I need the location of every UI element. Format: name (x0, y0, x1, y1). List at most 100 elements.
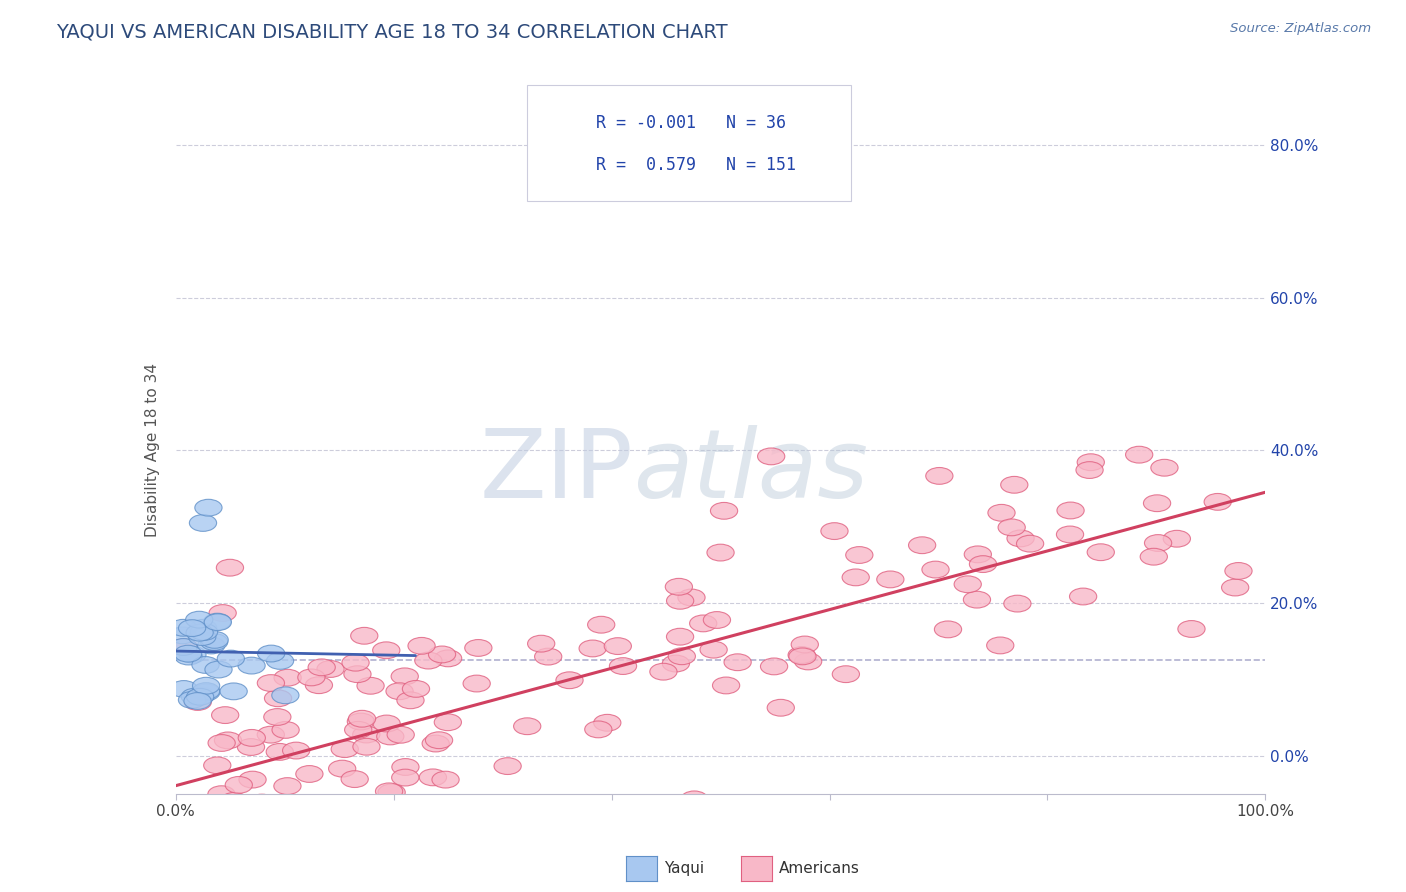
Ellipse shape (332, 740, 359, 757)
Ellipse shape (1222, 579, 1249, 596)
Ellipse shape (188, 629, 217, 646)
Ellipse shape (238, 657, 266, 674)
Ellipse shape (170, 681, 197, 698)
Ellipse shape (287, 821, 314, 838)
Ellipse shape (305, 677, 333, 694)
Text: Americans: Americans (779, 862, 860, 876)
Ellipse shape (434, 714, 461, 731)
Ellipse shape (271, 687, 299, 704)
Ellipse shape (1152, 459, 1178, 476)
Ellipse shape (432, 772, 460, 788)
Ellipse shape (169, 627, 197, 644)
Ellipse shape (668, 648, 696, 665)
Ellipse shape (283, 742, 309, 759)
Ellipse shape (239, 772, 266, 788)
Ellipse shape (789, 648, 815, 665)
Ellipse shape (555, 672, 583, 689)
Ellipse shape (285, 806, 312, 823)
Ellipse shape (925, 467, 953, 484)
Ellipse shape (170, 639, 197, 656)
Ellipse shape (761, 658, 787, 674)
Ellipse shape (998, 519, 1025, 536)
Ellipse shape (402, 681, 430, 698)
Ellipse shape (408, 638, 436, 654)
Ellipse shape (195, 500, 222, 516)
Ellipse shape (665, 578, 693, 595)
Ellipse shape (308, 659, 335, 676)
Ellipse shape (357, 677, 384, 694)
Ellipse shape (1007, 530, 1035, 547)
Ellipse shape (758, 448, 785, 465)
Ellipse shape (609, 657, 637, 674)
Ellipse shape (353, 726, 380, 743)
Ellipse shape (1077, 454, 1104, 471)
Ellipse shape (832, 665, 859, 682)
Ellipse shape (378, 784, 405, 801)
Ellipse shape (842, 569, 869, 586)
Ellipse shape (396, 692, 425, 709)
Ellipse shape (190, 624, 218, 640)
Ellipse shape (193, 684, 219, 701)
Ellipse shape (179, 620, 205, 637)
Ellipse shape (422, 735, 450, 752)
Ellipse shape (225, 777, 253, 793)
Ellipse shape (170, 639, 197, 656)
Ellipse shape (174, 648, 202, 665)
Ellipse shape (969, 556, 997, 573)
Ellipse shape (188, 840, 215, 857)
Ellipse shape (877, 571, 904, 588)
Ellipse shape (221, 792, 247, 809)
Ellipse shape (1017, 535, 1043, 552)
Ellipse shape (217, 559, 243, 576)
Ellipse shape (179, 691, 205, 708)
Ellipse shape (181, 689, 208, 705)
Ellipse shape (845, 547, 873, 564)
Ellipse shape (987, 637, 1014, 654)
Ellipse shape (347, 713, 374, 730)
Ellipse shape (274, 669, 301, 686)
Ellipse shape (1178, 621, 1205, 638)
Ellipse shape (349, 710, 375, 727)
Ellipse shape (375, 783, 402, 800)
Ellipse shape (1056, 526, 1084, 543)
Ellipse shape (184, 694, 211, 710)
Ellipse shape (205, 661, 232, 678)
Ellipse shape (792, 636, 818, 653)
Ellipse shape (193, 682, 219, 699)
Ellipse shape (186, 611, 212, 628)
Ellipse shape (681, 791, 707, 808)
Ellipse shape (605, 638, 631, 655)
Ellipse shape (1004, 595, 1031, 612)
Ellipse shape (1204, 493, 1232, 510)
Ellipse shape (187, 689, 214, 706)
Ellipse shape (678, 589, 704, 606)
Ellipse shape (204, 614, 232, 631)
Ellipse shape (217, 650, 245, 667)
Ellipse shape (588, 616, 614, 633)
Ellipse shape (513, 718, 541, 735)
Ellipse shape (794, 653, 821, 670)
Ellipse shape (1225, 563, 1253, 579)
Ellipse shape (821, 523, 848, 540)
Ellipse shape (399, 814, 427, 830)
Ellipse shape (1140, 549, 1167, 566)
Ellipse shape (201, 632, 228, 648)
Ellipse shape (271, 722, 299, 739)
Text: ZIP: ZIP (479, 425, 633, 517)
Text: R =  0.579   N = 151: R = 0.579 N = 151 (596, 156, 796, 174)
Ellipse shape (316, 661, 344, 677)
Ellipse shape (988, 504, 1015, 521)
Ellipse shape (385, 682, 413, 699)
Ellipse shape (308, 861, 335, 878)
Ellipse shape (177, 818, 204, 835)
Ellipse shape (266, 744, 294, 760)
Ellipse shape (184, 692, 211, 709)
Ellipse shape (689, 615, 717, 632)
Ellipse shape (1057, 502, 1084, 519)
Ellipse shape (593, 714, 621, 731)
Ellipse shape (1001, 476, 1028, 493)
Ellipse shape (190, 515, 217, 532)
Ellipse shape (201, 633, 228, 650)
Ellipse shape (1087, 544, 1115, 560)
Ellipse shape (295, 765, 323, 782)
